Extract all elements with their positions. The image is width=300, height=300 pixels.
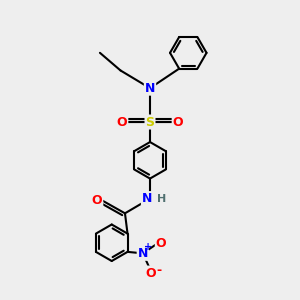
Text: N: N [138, 247, 148, 260]
Text: N: N [145, 82, 155, 95]
Text: S: S [146, 116, 154, 128]
Text: O: O [117, 116, 127, 128]
Text: O: O [156, 236, 167, 250]
Text: -: - [157, 264, 162, 277]
Text: O: O [145, 267, 155, 280]
Text: O: O [173, 116, 183, 128]
Text: H: H [157, 194, 166, 204]
Text: O: O [92, 194, 102, 207]
Text: +: + [144, 242, 152, 252]
Text: N: N [142, 192, 152, 205]
